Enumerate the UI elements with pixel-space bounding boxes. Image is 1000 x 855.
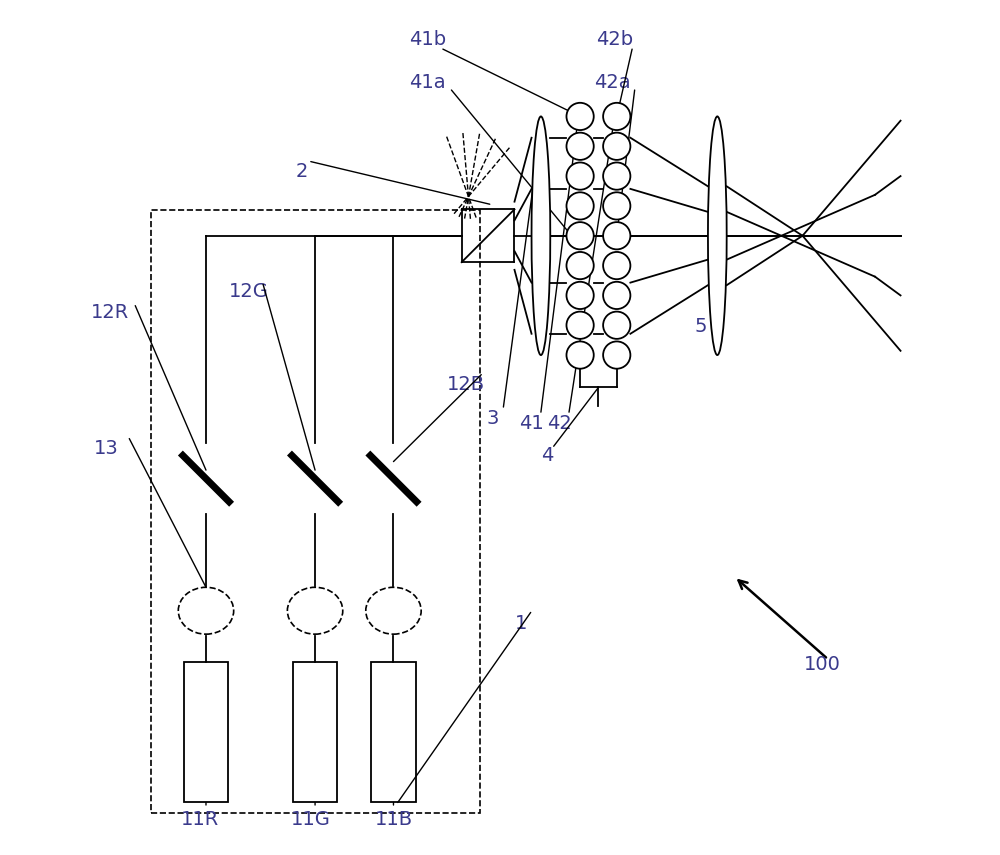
Text: 4: 4 [541, 446, 553, 465]
Ellipse shape [708, 116, 727, 355]
Text: 11R: 11R [181, 810, 219, 829]
Ellipse shape [178, 587, 234, 634]
Circle shape [566, 133, 594, 160]
Circle shape [566, 192, 594, 220]
Circle shape [603, 133, 630, 160]
Text: 41b: 41b [409, 30, 446, 50]
Circle shape [603, 282, 630, 309]
Circle shape [603, 192, 630, 220]
Circle shape [566, 282, 594, 309]
Circle shape [603, 341, 630, 369]
Bar [151, 210, 480, 813]
Circle shape [566, 341, 594, 369]
Text: 12R: 12R [91, 303, 129, 322]
Text: 41: 41 [519, 414, 544, 433]
Circle shape [603, 103, 630, 130]
Circle shape [566, 103, 594, 130]
Text: 42a: 42a [594, 73, 631, 91]
Circle shape [603, 311, 630, 339]
Text: 42: 42 [547, 414, 572, 433]
Bar [371, 662, 416, 803]
Ellipse shape [532, 116, 550, 355]
Circle shape [603, 252, 630, 280]
Bar [184, 662, 228, 803]
Text: 5: 5 [694, 317, 707, 336]
Text: 11G: 11G [291, 810, 331, 829]
Ellipse shape [366, 587, 421, 634]
Circle shape [566, 252, 594, 280]
Text: 13: 13 [94, 439, 119, 458]
Text: 3: 3 [487, 410, 499, 428]
Circle shape [566, 162, 594, 190]
Text: 41a: 41a [409, 73, 446, 91]
Text: 2: 2 [295, 162, 308, 181]
Circle shape [566, 311, 594, 339]
Text: 12B: 12B [447, 375, 485, 394]
Circle shape [603, 222, 630, 250]
Circle shape [566, 222, 594, 250]
Bar [293, 662, 337, 803]
Text: 11B: 11B [374, 810, 413, 829]
Text: 100: 100 [804, 655, 841, 674]
Text: 12G: 12G [229, 281, 269, 301]
Circle shape [603, 162, 630, 190]
Ellipse shape [287, 587, 343, 634]
Text: 1: 1 [515, 614, 527, 633]
Text: 42b: 42b [596, 30, 634, 50]
